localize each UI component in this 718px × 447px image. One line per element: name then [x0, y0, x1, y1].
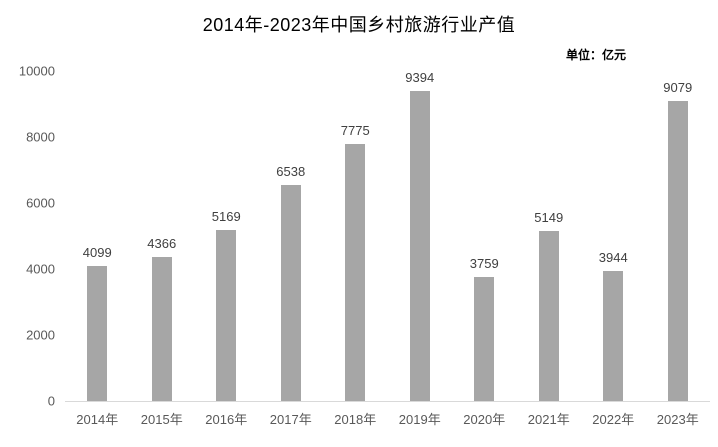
bar-value-label: 5169	[211, 209, 241, 224]
x-tick-label: 2023年	[656, 412, 699, 427]
bar	[151, 257, 172, 401]
bar-column: 9079	[646, 71, 711, 401]
unit-label: 单位：亿元	[566, 48, 627, 62]
x-tick-label: 2020年	[463, 412, 506, 427]
x-tick-label: 2016年	[205, 412, 248, 427]
bar-value-label: 3944	[598, 250, 628, 265]
x-tick-label: 2022年	[592, 412, 635, 427]
bar-value-label: 7775	[340, 123, 370, 138]
y-tick-label: 0	[47, 393, 55, 409]
bar	[538, 231, 559, 401]
bar	[345, 144, 366, 401]
y-axis: 0 2000 4000 6000 8000 10000	[0, 65, 55, 408]
bar	[216, 230, 237, 401]
bar	[280, 185, 301, 401]
bar-value-label: 4099	[82, 245, 112, 260]
x-axis: 2014年 2015年 2016年 2017年 2018年 2019年 2020年 2021年…	[65, 409, 710, 428]
bar-value-label: 9394	[405, 70, 435, 85]
bar-column: 3944	[581, 71, 646, 401]
bar-value-label: 6538	[276, 164, 306, 179]
bar	[667, 101, 688, 401]
bars-container: 4099 4366 5169 6538 7775 9394 3759 5149 3944 9079	[65, 71, 710, 401]
bar	[603, 271, 624, 401]
y-tick-label: 8000	[26, 129, 55, 145]
bar-value-label: 5149	[534, 210, 564, 225]
y-tick-label: 2000	[26, 327, 55, 343]
x-tick-label: 2019年	[398, 412, 441, 427]
bar-value-label: 4366	[147, 236, 177, 251]
bar	[409, 91, 430, 401]
y-tick-label: 10000	[18, 63, 55, 79]
bar-column: 5169	[194, 71, 259, 401]
bar-column: 9394	[388, 71, 453, 401]
y-tick-label: 4000	[26, 261, 55, 277]
x-tick-label: 2015年	[140, 412, 183, 427]
bar-column: 3759	[452, 71, 517, 401]
x-tick-label: 2014年	[76, 412, 119, 427]
bar	[87, 266, 108, 401]
bar-value-label: 9079	[663, 80, 693, 95]
bar-value-label: 3759	[469, 256, 499, 271]
bar-column: 4099	[65, 71, 130, 401]
x-tick-label: 2017年	[269, 412, 312, 427]
y-tick-label: 6000	[26, 195, 55, 211]
x-tick-label: 2021年	[527, 412, 570, 427]
x-tick-label: 2018年	[334, 412, 377, 427]
bar-column: 4366	[130, 71, 195, 401]
bar	[474, 277, 495, 401]
bar-column: 7775	[323, 71, 388, 401]
bar-column: 6538	[259, 71, 324, 401]
bar-column: 5149	[517, 71, 582, 401]
chart-title: 2014年-2023年中国乡村旅游行业产值	[202, 15, 516, 35]
plot-area: 4099 4366 5169 6538 7775 9394 3759 5149 3944 9079	[65, 71, 710, 402]
